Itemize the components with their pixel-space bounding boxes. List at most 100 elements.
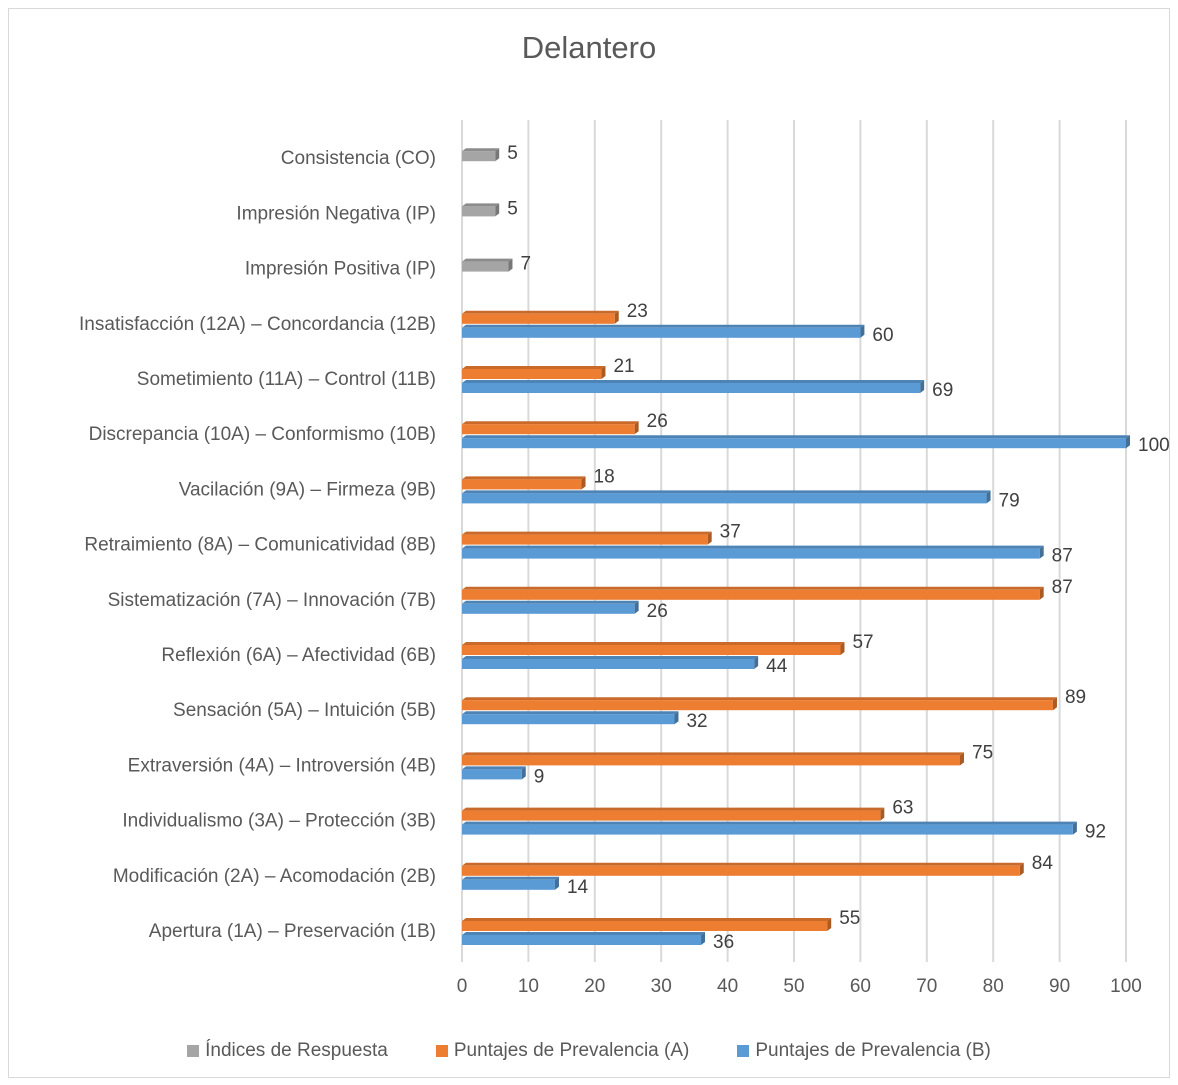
bar-top [462, 862, 1024, 866]
bar [462, 424, 635, 435]
bar [462, 921, 828, 931]
bar-side [554, 876, 559, 890]
bar [462, 438, 1126, 449]
bar [462, 589, 1040, 600]
data-label: 69 [932, 380, 953, 401]
bar-side [521, 766, 526, 780]
bar [462, 645, 841, 655]
data-label: 5 [507, 143, 518, 164]
bar-top [462, 752, 964, 756]
bar-side [495, 148, 500, 162]
category-label: Vacilación (9A) – Firmeza (9B) [179, 479, 436, 500]
bar-top [462, 310, 619, 314]
legend-item: Puntajes de Prevalencia (B) [737, 1040, 991, 1062]
bar-side [754, 656, 759, 669]
bar-top [462, 435, 1130, 439]
bar [462, 700, 1053, 711]
bar-top [462, 697, 1057, 701]
bar [462, 151, 496, 162]
bar [462, 755, 960, 766]
bar-top [462, 148, 500, 152]
bar [462, 810, 881, 821]
bar-top [462, 258, 513, 262]
category-label: Sistematización (7A) – Innovación (7B) [108, 590, 436, 611]
category-label: Insatisfacción (12A) – Concordancia (12B… [79, 314, 436, 335]
data-label: 89 [1065, 687, 1086, 708]
bar-top [462, 203, 500, 207]
data-label: 100 [1138, 435, 1170, 456]
category-label: Discrepancia (10A) – Conformismo (10B) [89, 424, 436, 445]
chart-title: Delantero [521, 30, 657, 65]
data-label: 26 [647, 411, 668, 432]
bar [462, 548, 1040, 559]
bar-top [462, 476, 586, 480]
category-label: Retraimiento (8A) – Comunicatividad (8B) [84, 535, 436, 556]
bar [462, 865, 1020, 876]
data-label: 32 [686, 711, 707, 732]
bar-top [462, 545, 1044, 549]
bar-side [920, 380, 925, 393]
data-label: 14 [567, 877, 589, 898]
bar-top [462, 600, 639, 604]
bar [462, 369, 602, 379]
bar [462, 879, 555, 890]
bar-side [1039, 586, 1044, 600]
bar [462, 493, 987, 504]
legend-swatch [737, 1045, 750, 1057]
bar-side [1072, 821, 1077, 835]
data-label: 7 [520, 254, 531, 275]
legend-label: Puntajes de Prevalencia (B) [755, 1040, 991, 1061]
data-label: 63 [892, 798, 913, 819]
x-tick-label: 10 [518, 976, 539, 997]
bar [462, 383, 921, 393]
bar [462, 824, 1073, 835]
bar-side [581, 476, 586, 490]
bar-side [827, 918, 832, 931]
bar [462, 479, 582, 490]
bar-top [462, 932, 706, 935]
data-label: 36 [713, 932, 734, 953]
x-tick-label: 40 [717, 976, 738, 997]
bar [462, 327, 861, 338]
bar-top [462, 490, 991, 494]
data-label: 21 [613, 356, 634, 377]
bar [462, 534, 708, 545]
bar-side [860, 324, 865, 338]
bar-side [701, 932, 706, 945]
x-tick-label: 20 [584, 976, 605, 997]
bar-top [462, 421, 639, 425]
category-label: Consistencia (CO) [281, 148, 436, 169]
bar-side [601, 366, 606, 379]
bar-side [495, 203, 500, 217]
data-label: 84 [1032, 853, 1054, 874]
bar [462, 935, 702, 945]
bar-side [960, 752, 964, 766]
bar-side [508, 258, 513, 272]
category-label: Impresión Positiva (IP) [245, 259, 436, 280]
legend-item: Puntajes de Prevalencia (A) [435, 1040, 689, 1062]
bar-top [462, 821, 1077, 825]
x-tick-label: 0 [457, 976, 468, 997]
bar-top [462, 586, 1044, 590]
data-label: 92 [1085, 822, 1106, 843]
category-label: Sensación (5A) – Intuición (5B) [173, 700, 436, 721]
x-tick-label: 70 [916, 976, 937, 997]
bar-top [462, 918, 832, 921]
x-tick-label: 50 [783, 976, 804, 997]
bar-top [462, 876, 559, 880]
category-label: Modificación (2A) – Acomodación (2B) [113, 866, 436, 887]
legend-swatch [187, 1045, 200, 1057]
x-tick-label: 80 [983, 976, 1004, 997]
x-tick-label: 60 [850, 976, 871, 997]
data-label: 26 [647, 601, 668, 622]
x-tick-label: 100 [1110, 976, 1142, 997]
bar-top [462, 807, 885, 811]
data-label: 37 [720, 522, 741, 543]
bar-side [634, 421, 639, 435]
bar-side [634, 600, 639, 614]
bar-top [462, 531, 712, 535]
bar-side [880, 807, 885, 821]
bar-top [462, 380, 925, 383]
data-label: 87 [1052, 577, 1073, 598]
